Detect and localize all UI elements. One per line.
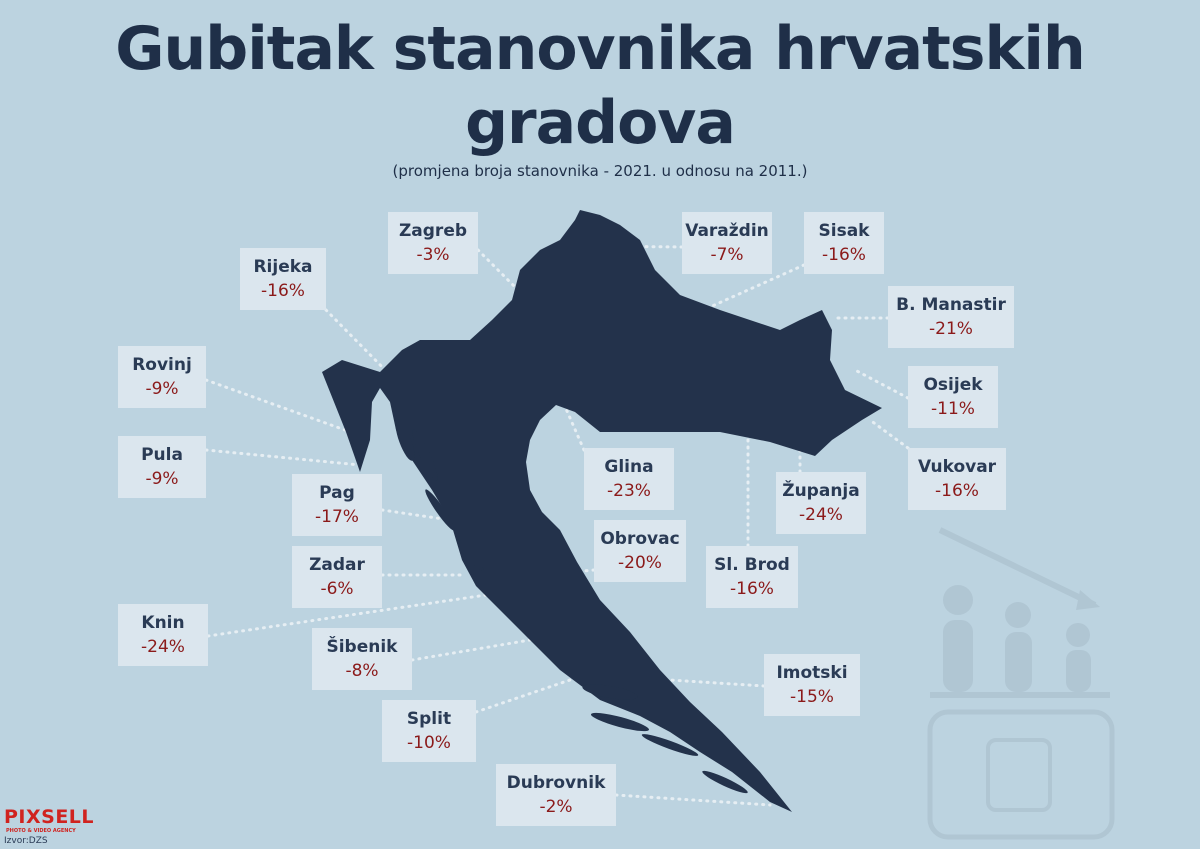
city-change: -24%	[141, 637, 185, 657]
city-name: Knin	[141, 613, 185, 633]
city-change: -20%	[618, 553, 662, 573]
city-box: Rovinj -9%	[118, 346, 206, 408]
city-box: Zadar -6%	[292, 546, 382, 608]
city-change: -16%	[822, 245, 866, 265]
city-name: Obrovac	[600, 529, 680, 549]
city-box: Šibenik -8%	[312, 628, 412, 690]
city-name: Vukovar	[917, 457, 997, 477]
city-change: -24%	[799, 505, 843, 525]
city-change: -16%	[935, 481, 979, 501]
city-name: Zadar	[309, 555, 365, 575]
city-change: -15%	[790, 687, 834, 707]
city-change: -21%	[929, 319, 973, 339]
city-name: Osijek	[923, 375, 983, 395]
city-box: Imotski -15%	[764, 654, 860, 716]
city-name: Split	[406, 709, 452, 729]
city-name: Sisak	[818, 221, 870, 241]
city-box: Sl. Brod -16%	[706, 546, 798, 608]
city-box: Split -10%	[382, 700, 476, 762]
city-name: Glina	[604, 457, 654, 477]
leader-line	[380, 508, 452, 522]
title: Gubitak stanovnika hrvatskih	[115, 14, 1085, 84]
decorative-icon	[927, 527, 1115, 840]
title: gradova	[465, 88, 736, 158]
city-box: Zagreb -3%	[388, 212, 478, 274]
city-box: Glina -23%	[584, 448, 674, 510]
city-change: -16%	[730, 579, 774, 599]
city-box: Pag -17%	[292, 474, 382, 536]
leader-line	[324, 308, 397, 382]
city-change: -8%	[345, 661, 379, 681]
city-change: -7%	[710, 245, 744, 265]
leader-line	[853, 368, 910, 400]
logo-tagline: PHOTO & VIDEO AGENCY	[6, 828, 76, 834]
islands	[395, 419, 748, 794]
city-box: Obrovac -20%	[594, 520, 686, 582]
city-box: Vukovar -16%	[908, 448, 1006, 510]
leader-line	[204, 378, 347, 432]
city-name: Sl. Brod	[714, 555, 790, 575]
subtitle: (promjena broja stanovnika - 2021. u odn…	[392, 162, 808, 180]
city-box: Varaždin -7%	[682, 212, 772, 274]
leader-line	[868, 418, 910, 450]
croatia-shape	[322, 210, 882, 812]
city-box: Sisak -16%	[804, 212, 884, 274]
city-name: Šibenik	[326, 637, 398, 657]
city-change: -3%	[416, 245, 450, 265]
city-box: B. Manastir -21%	[888, 286, 1014, 348]
leader-line	[474, 678, 572, 714]
city-name: Županja	[782, 481, 860, 501]
city-box: Dubrovnik -2%	[496, 764, 616, 826]
city-name: B. Manastir	[896, 295, 1006, 315]
leader-line	[476, 248, 542, 314]
city-change: -9%	[145, 379, 179, 399]
city-change: -2%	[539, 797, 573, 817]
logo: PIXSELL	[4, 806, 95, 828]
city-box: Rijeka -16%	[240, 248, 326, 310]
city-change: -9%	[145, 469, 179, 489]
city-name: Rijeka	[253, 257, 313, 277]
city-change: -16%	[261, 281, 305, 301]
city-box: Pula -9%	[118, 436, 206, 498]
city-name: Pag	[319, 483, 355, 503]
city-box: Osijek -11%	[908, 366, 998, 428]
leader-line	[668, 678, 766, 688]
city-box: Knin -24%	[118, 604, 208, 666]
city-name: Pula	[141, 445, 183, 465]
city-change: -10%	[407, 733, 451, 753]
leader-line	[410, 638, 532, 662]
city-name: Varaždin	[685, 221, 769, 241]
city-change: -17%	[315, 507, 359, 527]
city-name: Zagreb	[398, 221, 468, 241]
city-change: -6%	[320, 579, 354, 599]
leader-line	[614, 793, 772, 807]
city-name: Dubrovnik	[506, 773, 606, 793]
source: Izvor:DZS	[4, 836, 48, 846]
city-change: -11%	[931, 399, 975, 419]
city-name: Rovinj	[132, 355, 192, 375]
leader-line	[204, 448, 362, 467]
city-box: Županja -24%	[776, 472, 866, 534]
city-name: Imotski	[776, 663, 848, 683]
city-change: -23%	[607, 481, 651, 501]
